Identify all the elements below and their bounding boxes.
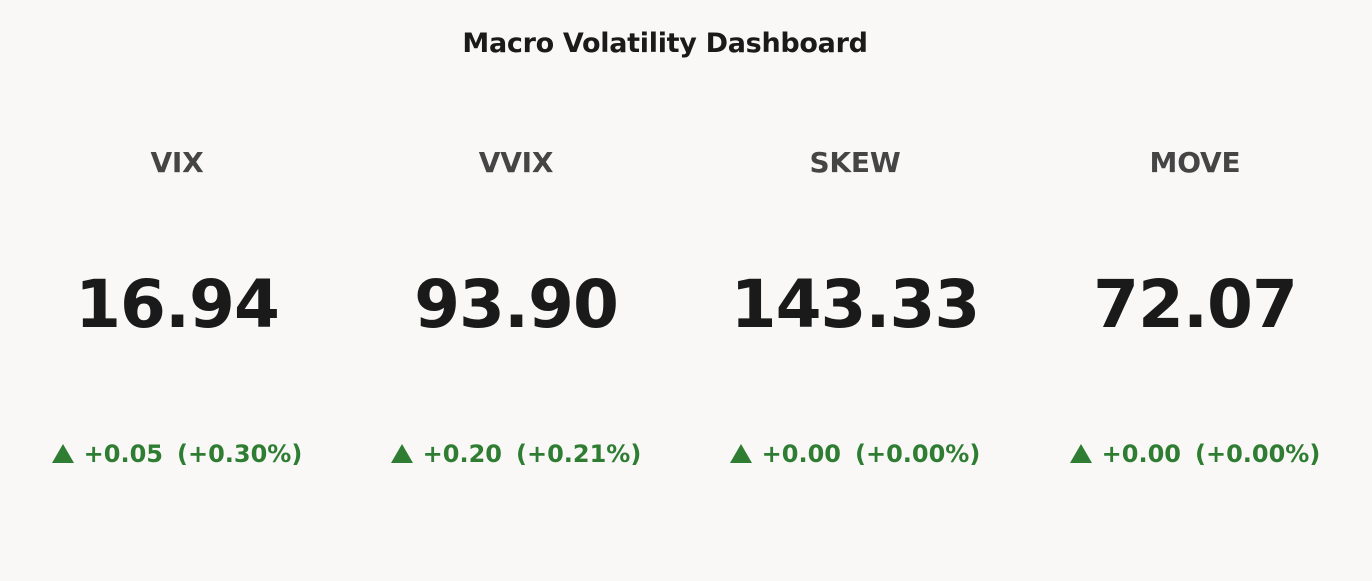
change-percent: (+0.30%) — [177, 440, 303, 468]
triangle-up-icon — [390, 444, 413, 463]
change-percent: (+0.00%) — [1195, 440, 1321, 468]
dashboard-title: Macro Volatility Dashboard — [462, 28, 868, 59]
triangle-up-icon — [729, 444, 752, 463]
indicator-change: +0.00 (+0.00%) — [685, 440, 1025, 468]
indicator-value: 72.07 — [1093, 266, 1298, 343]
indicator-value: 143.33 — [730, 266, 981, 343]
indicator-name: VVIX — [478, 146, 554, 179]
change-amount: +0.00 — [1101, 440, 1181, 468]
card-skew: SKEW 143.33 +0.00 (+0.00%) — [685, 0, 1025, 581]
indicator-name: SKEW — [809, 146, 901, 179]
change-percent: (+0.21%) — [516, 440, 642, 468]
change-percent: (+0.00%) — [855, 440, 981, 468]
indicator-value: 16.94 — [75, 266, 280, 343]
card-move: MOVE 72.07 +0.00 (+0.00%) — [1025, 0, 1365, 581]
indicator-change: +0.00 (+0.00%) — [1025, 440, 1365, 468]
indicator-value: 93.90 — [414, 266, 619, 343]
card-vix: VIX 16.94 +0.05 (+0.30%) — [7, 0, 347, 581]
change-amount: +0.20 — [422, 440, 502, 468]
indicator-name: MOVE — [1149, 146, 1241, 179]
triangle-up-icon — [51, 444, 74, 463]
card-vvix: VVIX 93.90 +0.20 (+0.21%) — [346, 0, 686, 581]
triangle-up-icon — [1069, 444, 1092, 463]
indicator-change: +0.20 (+0.21%) — [346, 440, 686, 468]
change-amount: +0.00 — [761, 440, 841, 468]
indicator-change: +0.05 (+0.30%) — [7, 440, 347, 468]
indicator-name: VIX — [150, 146, 204, 179]
change-amount: +0.05 — [83, 440, 163, 468]
